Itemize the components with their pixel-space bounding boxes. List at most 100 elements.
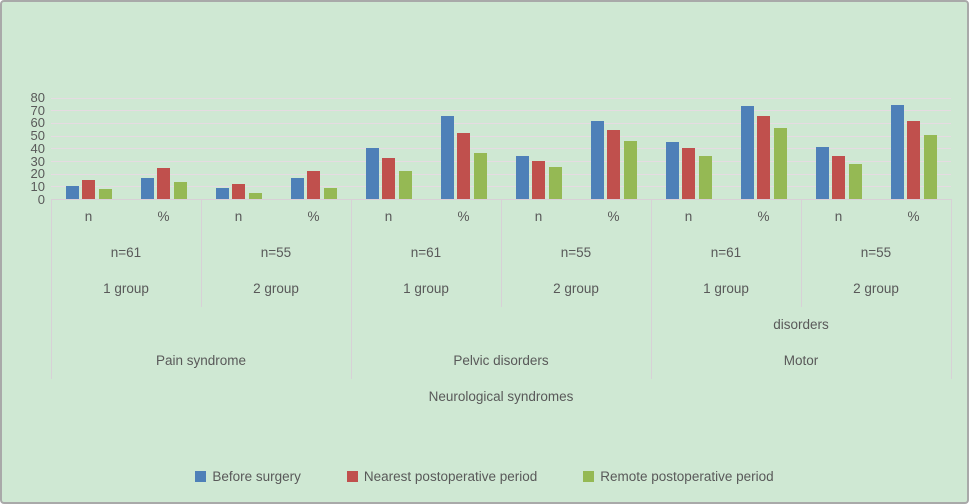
bar-series0-col11 [890, 104, 904, 199]
group-separator-0 [51, 199, 52, 307]
group-size-label-3: n=55 [560, 245, 592, 260]
bar-series1-col1 [157, 167, 170, 199]
bar-series0-col5 [440, 115, 454, 199]
category-label-4: n [384, 209, 393, 224]
gridline-60 [51, 122, 951, 124]
category-label-6: n [534, 209, 543, 224]
bar-series1-col4 [382, 158, 395, 199]
legend-swatch-icon [346, 470, 358, 482]
bar-series1-col3 [307, 171, 320, 199]
group-separator-3 [501, 199, 502, 307]
bar-series0-col10 [815, 147, 829, 199]
gridline-80 [51, 97, 951, 99]
bar-series1-col5 [457, 132, 470, 199]
category-label-11: % [907, 209, 920, 224]
section-label-1: Pelvic disorders [453, 353, 549, 368]
bar-series0-col9 [740, 105, 754, 199]
group-size-label-0: n=61 [110, 245, 142, 260]
legend-item-0: Before surgery [195, 469, 301, 484]
bar-series2-col8 [698, 155, 712, 199]
group-separator-2 [351, 199, 352, 307]
legend-label: Before surgery [212, 468, 301, 484]
category-label-9: % [757, 209, 770, 224]
legend: Before surgery Nearest postoperative peri… [2, 462, 967, 490]
group-size-label-4: n=61 [710, 245, 742, 260]
category-label-3: % [307, 209, 320, 224]
bar-series1-col11 [907, 120, 920, 199]
bar-series1-col2 [232, 183, 245, 199]
bar-series2-col7 [623, 141, 637, 199]
gridline-50 [51, 135, 951, 137]
gridline-40 [51, 148, 951, 150]
y-tick-label-40: 40 [30, 140, 45, 156]
section-label-0: Pain syndrome [155, 353, 247, 368]
bar-series2-col5 [473, 153, 487, 199]
group-label-4: 1 group [703, 281, 749, 296]
legend-item-1: Nearest postoperative period [346, 468, 538, 484]
category-label-2: n [234, 209, 243, 224]
bar-series2-col4 [398, 171, 412, 199]
bar-series0-col3 [290, 178, 304, 199]
y-tick-label-20: 20 [30, 166, 45, 182]
bar-series1-col10 [832, 155, 845, 199]
legend-label: Remote postoperative period [600, 468, 774, 484]
section-label-2: Motor [783, 353, 819, 368]
bar-series2-col0 [98, 188, 112, 199]
bar-series1-col7 [607, 129, 620, 199]
y-tick-label-80: 80 [30, 90, 45, 106]
bar-series1-col6 [532, 161, 545, 199]
group-separator-5 [801, 199, 802, 307]
section-separator-1 [351, 307, 352, 379]
group-separator-1 [201, 199, 202, 307]
category-label-10: n [834, 209, 843, 224]
category-label-5: % [457, 209, 470, 224]
group-label-1: 2 group [253, 281, 299, 296]
axis-root-label: Neurological syndromes [428, 389, 574, 404]
y-tick-label-30: 30 [30, 153, 45, 169]
bar-series1-col8 [682, 148, 695, 199]
gridline-30 [51, 161, 951, 162]
section-label-extra-2: disorders [773, 317, 829, 332]
bar-series2-col3 [323, 187, 337, 199]
category-label-7: % [607, 209, 620, 224]
bar-series0-col7 [590, 120, 604, 199]
bar-series0-col6 [515, 155, 529, 199]
group-size-label-1: n=55 [260, 245, 292, 260]
group-size-label-2: n=61 [410, 245, 442, 260]
y-tick-label-0: 0 [37, 191, 45, 207]
group-separator-6 [951, 199, 952, 307]
bar-series2-col11 [923, 134, 937, 199]
legend-swatch-icon [195, 470, 207, 482]
bar-series2-col6 [548, 167, 562, 199]
gridline-20 [51, 173, 951, 175]
section-separator-2 [651, 307, 652, 379]
legend-swatch-icon [583, 470, 595, 482]
group-label-2: 1 group [403, 281, 449, 296]
section-separator-3 [951, 307, 952, 379]
bar-series2-col10 [848, 163, 862, 199]
group-label-0: 1 group [103, 281, 149, 296]
bar-series1-col0 [82, 180, 95, 199]
bar-series0-col4 [365, 148, 379, 199]
category-label-1: % [157, 209, 170, 224]
gridline-70 [51, 110, 951, 112]
gridline-10 [51, 186, 951, 188]
bar-series1-col9 [757, 115, 770, 199]
bar-series0-col0 [65, 186, 79, 199]
y-tick-label-60: 60 [30, 115, 45, 131]
section-separator-0 [51, 307, 52, 379]
bar-series2-col2 [248, 192, 262, 199]
y-tick-label-70: 70 [30, 102, 45, 118]
bar-series2-col9 [773, 128, 787, 199]
category-label-8: n [684, 209, 693, 224]
group-label-3: 2 group [553, 281, 599, 296]
group-size-label-5: n=55 [860, 245, 892, 260]
bar-series0-col2 [215, 187, 229, 199]
legend-label: Nearest postoperative period [363, 468, 538, 484]
bar-series0-col8 [665, 142, 679, 199]
y-tick-label-10: 10 [30, 178, 45, 194]
group-separator-4 [651, 199, 652, 307]
category-label-0: n [84, 209, 93, 224]
group-label-5: 2 group [853, 281, 899, 296]
